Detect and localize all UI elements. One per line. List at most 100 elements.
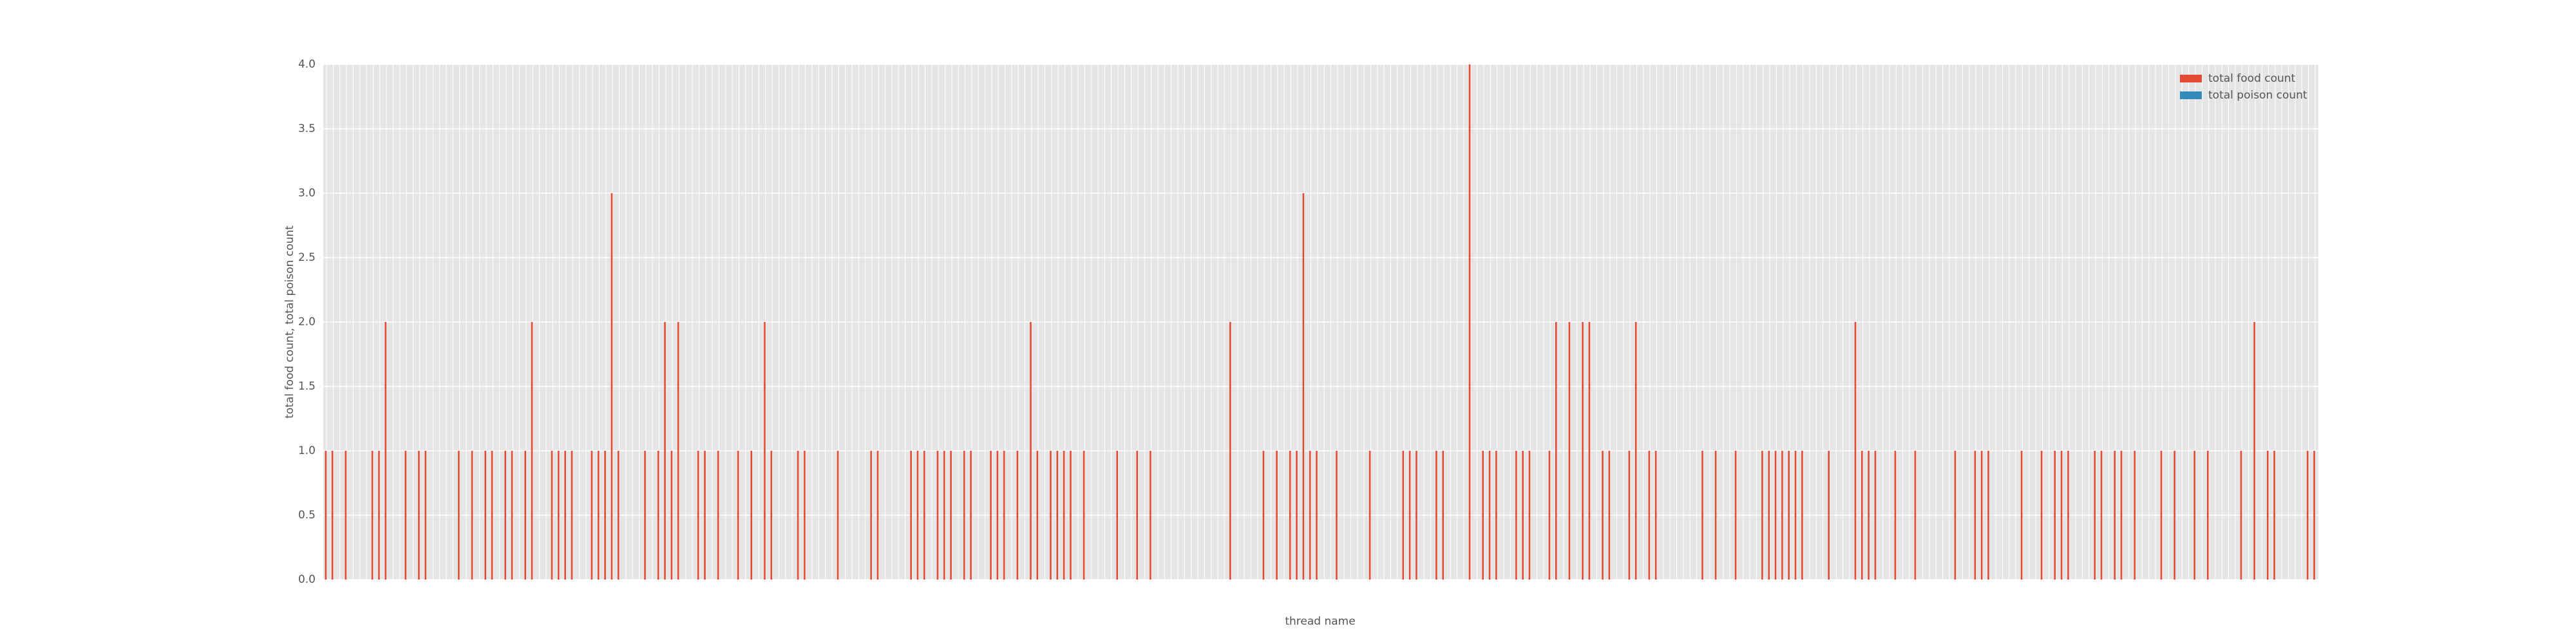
bar (378, 451, 380, 580)
bar (491, 451, 493, 580)
bar (597, 451, 600, 580)
bar (458, 451, 460, 580)
bar (1116, 451, 1119, 580)
bar (837, 451, 839, 580)
y-tick-label: 4.0 (298, 58, 316, 71)
bar (697, 451, 699, 580)
bar (916, 451, 919, 580)
bar (1868, 451, 1870, 580)
bar (910, 451, 912, 580)
bar (1608, 451, 1611, 580)
bar (1788, 451, 1790, 580)
bar (704, 451, 706, 580)
bar (943, 451, 945, 580)
y-axis-label: total food count, total poison count (283, 225, 296, 419)
bar (1628, 451, 1631, 580)
bar (1316, 451, 1318, 580)
bar (2040, 451, 2043, 580)
bar (1150, 451, 1151, 580)
bar (531, 322, 533, 580)
bar (1309, 451, 1311, 580)
bar (2240, 451, 2242, 580)
y-tick-label: 0.0 (298, 573, 316, 586)
bar (1030, 322, 1032, 580)
bar (1408, 451, 1411, 580)
bar (1602, 451, 1604, 580)
y-tick-label: 0.5 (298, 509, 316, 522)
bar (2094, 451, 2096, 580)
bar (677, 322, 679, 580)
bar (371, 451, 374, 580)
bar (644, 451, 646, 580)
bar (950, 451, 952, 580)
bar (1016, 451, 1019, 580)
bar (1416, 451, 1417, 580)
bar (604, 451, 606, 580)
bar (2060, 451, 2063, 580)
bar (2193, 451, 2195, 580)
bar (558, 451, 560, 580)
bar (345, 451, 347, 580)
legend-label: total food count (2208, 72, 2296, 85)
bar (1588, 322, 1591, 580)
bar (384, 322, 387, 580)
bar (1894, 451, 1897, 580)
bar (1528, 451, 1531, 580)
bar (1954, 451, 1956, 580)
y-tick-label: 1.5 (298, 380, 316, 393)
bar (484, 451, 487, 580)
bar (1289, 451, 1291, 580)
bar (1368, 451, 1371, 580)
bar (1548, 451, 1551, 580)
bar (750, 451, 753, 580)
bar (1582, 322, 1584, 580)
bar (1276, 451, 1278, 580)
bar (657, 451, 659, 580)
bar (1774, 451, 1777, 580)
bar (797, 451, 799, 580)
bar (1488, 451, 1491, 580)
bar (1522, 451, 1524, 580)
legend-swatch (2180, 91, 2202, 99)
bar (1794, 451, 1797, 580)
bar (1036, 451, 1039, 580)
bar (1980, 451, 1983, 580)
bar (418, 451, 420, 580)
bar (2120, 451, 2123, 580)
bar (717, 451, 719, 580)
bar (1734, 451, 1737, 580)
bar (1701, 451, 1703, 580)
bar (2067, 451, 2069, 580)
bar (564, 451, 566, 580)
bar (1063, 451, 1065, 580)
bar (1482, 451, 1484, 580)
bar (2054, 451, 2056, 580)
y-tick-label: 3.0 (298, 187, 316, 200)
bar (1861, 451, 1863, 580)
bar (1854, 322, 1857, 580)
bar (2134, 451, 2136, 580)
bar (1634, 322, 1637, 580)
bar (1402, 451, 1405, 580)
bar (1781, 451, 1783, 580)
bar (524, 451, 526, 580)
bar (664, 322, 666, 580)
bar (670, 451, 673, 580)
bar (1056, 451, 1059, 580)
bar (511, 451, 513, 580)
bar (1050, 451, 1052, 580)
bar (1974, 451, 1976, 580)
bar (2253, 322, 2255, 580)
bar (2020, 451, 2023, 580)
bar (571, 451, 573, 580)
bar (1262, 451, 1265, 580)
bar (2100, 451, 2103, 580)
x-axis-label: thread name (1285, 615, 1355, 628)
bar (770, 451, 773, 580)
bar (1302, 193, 1305, 580)
bar (2313, 451, 2315, 580)
bar (1874, 451, 1877, 580)
bar (1801, 451, 1803, 580)
bar (551, 451, 553, 580)
